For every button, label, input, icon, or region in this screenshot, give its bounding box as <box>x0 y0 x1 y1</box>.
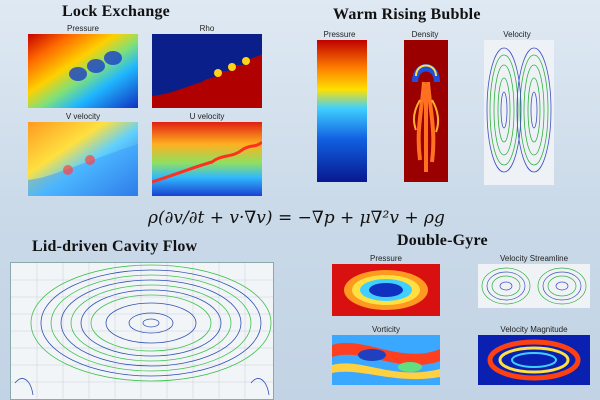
bubble-density-label: Density <box>411 30 439 39</box>
warm-rising-bubble-title: Warm Rising Bubble <box>333 6 481 23</box>
lock-rho-plot <box>152 34 262 108</box>
gyre-pressure-plot <box>332 264 440 316</box>
navier-stokes-equation: ρ(∂v/∂t + v·∇v) = −∇p + μ∇²v + ρg <box>148 196 473 244</box>
gyre-velocity-magnitude-plot <box>478 335 590 385</box>
gyre-vorticity-label: Vorticity <box>371 325 400 334</box>
gyre-vorticity-plot <box>332 335 440 385</box>
bubble-pressure-label: Pressure <box>323 30 356 39</box>
lock-v-velocity-label: V velocity <box>65 112 101 121</box>
lock-exchange-title: Lock Exchange <box>62 3 170 20</box>
lid-driven-cavity-title: Lid-driven Cavity Flow <box>32 238 198 255</box>
gyre-streamline-label: Velocity Streamline <box>499 254 569 263</box>
gyre-velocity-magnitude-label: Velocity Magnitude <box>500 325 568 334</box>
gyre-pressure-label: Pressure <box>369 254 402 263</box>
double-gyre-title: Double-Gyre <box>397 232 488 249</box>
equation-text: ρ(∂v/∂t + v·∇v) = −∇p + μ∇²v + ρg <box>148 208 445 228</box>
lock-u-velocity-label: U velocity <box>189 112 225 121</box>
lock-v-velocity-plot <box>28 122 138 196</box>
bubble-density-plot <box>404 40 448 182</box>
cavity-flow-plot <box>10 262 274 400</box>
lock-pressure-label: Pressure <box>66 24 99 33</box>
gyre-streamline-plot <box>478 264 590 308</box>
lock-pressure-plot <box>28 34 138 108</box>
lock-rho-label: Rho <box>199 24 215 33</box>
bubble-velocity-plot <box>484 40 554 185</box>
bubble-velocity-label: Velocity <box>503 30 531 39</box>
bubble-pressure-plot <box>317 40 367 182</box>
lock-u-velocity-plot <box>152 122 262 196</box>
